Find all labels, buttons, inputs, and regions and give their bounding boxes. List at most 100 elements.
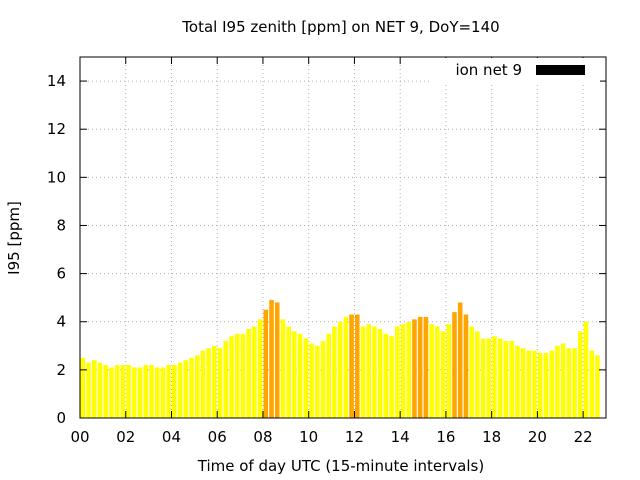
bar bbox=[377, 328, 383, 418]
bar bbox=[274, 302, 280, 418]
bar bbox=[166, 365, 171, 418]
bar bbox=[217, 348, 223, 418]
y-tick-label: 0 bbox=[56, 409, 66, 427]
bar bbox=[337, 321, 343, 418]
bar bbox=[589, 350, 594, 418]
bar bbox=[492, 336, 497, 418]
bar bbox=[520, 348, 526, 418]
bar bbox=[446, 324, 452, 418]
bar bbox=[303, 338, 309, 418]
bar bbox=[97, 362, 103, 418]
bar bbox=[406, 321, 412, 418]
bar bbox=[223, 340, 229, 418]
chart-title: Total I95 zenith [ppm] on NET 9, DoY=140 bbox=[181, 18, 499, 36]
bar bbox=[355, 314, 360, 418]
bar bbox=[86, 362, 91, 418]
y-tick-label: 14 bbox=[47, 72, 66, 90]
bar bbox=[177, 362, 183, 418]
bar bbox=[189, 357, 194, 418]
y-tick-label: 8 bbox=[56, 216, 66, 234]
grid-lines bbox=[80, 57, 606, 418]
bar bbox=[103, 365, 109, 418]
bar bbox=[435, 326, 440, 418]
bar bbox=[229, 336, 234, 418]
bar bbox=[463, 314, 469, 418]
bar bbox=[252, 326, 257, 418]
bar bbox=[515, 345, 520, 418]
plot-frame bbox=[79, 56, 607, 419]
bar bbox=[172, 365, 177, 418]
x-tick-label: 02 bbox=[116, 428, 135, 446]
y-tick-label: 12 bbox=[47, 120, 66, 138]
bar bbox=[257, 319, 263, 418]
bar bbox=[566, 348, 572, 418]
bar bbox=[269, 300, 274, 418]
x-tick-label: 00 bbox=[70, 428, 89, 446]
legend: ion net 9 bbox=[430, 58, 600, 82]
bar bbox=[240, 333, 246, 418]
bar bbox=[555, 345, 560, 418]
x-tick-label: 18 bbox=[482, 428, 501, 446]
bar bbox=[577, 331, 583, 418]
bar bbox=[543, 353, 549, 418]
bars bbox=[80, 300, 600, 418]
bar bbox=[194, 355, 200, 418]
y-tick-label: 4 bbox=[56, 313, 66, 331]
bar bbox=[360, 326, 366, 418]
bar bbox=[183, 360, 189, 418]
bar bbox=[349, 314, 354, 418]
bar bbox=[326, 333, 331, 418]
bar bbox=[263, 309, 269, 418]
bar bbox=[143, 365, 149, 418]
bar bbox=[92, 360, 97, 418]
x-tick-label: 08 bbox=[253, 428, 272, 446]
bar bbox=[200, 350, 206, 418]
legend-label: ion net 9 bbox=[455, 61, 522, 79]
x-tick-label: 16 bbox=[436, 428, 455, 446]
bar bbox=[297, 333, 303, 418]
bar bbox=[486, 338, 492, 418]
bar bbox=[400, 324, 406, 418]
bar bbox=[137, 367, 143, 418]
bar bbox=[383, 333, 389, 418]
bar bbox=[292, 331, 297, 418]
bar bbox=[452, 312, 457, 418]
bar bbox=[475, 331, 480, 418]
x-axis-label: Time of day UTC (15-minute intervals) bbox=[197, 457, 484, 475]
bar bbox=[343, 316, 349, 418]
bar bbox=[537, 353, 543, 418]
bar bbox=[395, 326, 400, 418]
bar bbox=[332, 326, 337, 418]
bar bbox=[114, 365, 120, 418]
bar bbox=[234, 333, 240, 418]
bar bbox=[583, 321, 589, 418]
y-tick-label: 6 bbox=[56, 265, 66, 283]
bar bbox=[212, 345, 217, 418]
bar bbox=[132, 367, 137, 418]
bar bbox=[440, 331, 446, 418]
bar bbox=[126, 365, 131, 418]
x-tick-label: 06 bbox=[208, 428, 227, 446]
bar bbox=[154, 367, 160, 418]
y-tick-label: 2 bbox=[56, 361, 66, 379]
bar bbox=[309, 343, 314, 418]
bar bbox=[286, 326, 291, 418]
bar bbox=[480, 338, 486, 418]
bar bbox=[532, 350, 537, 418]
x-tick-label: 12 bbox=[345, 428, 364, 446]
x-tick-label: 14 bbox=[391, 428, 410, 446]
bar bbox=[120, 365, 126, 418]
x-tick-label: 20 bbox=[528, 428, 547, 446]
bar bbox=[80, 357, 86, 418]
bar bbox=[109, 367, 114, 418]
bar bbox=[314, 345, 320, 418]
x-tick-label: 10 bbox=[299, 428, 318, 446]
bar bbox=[526, 350, 532, 418]
y-axis-label: I95 [ppm] bbox=[5, 201, 23, 275]
bar bbox=[149, 365, 154, 418]
bar bbox=[389, 336, 394, 418]
bar bbox=[417, 316, 423, 418]
bar bbox=[372, 326, 377, 418]
